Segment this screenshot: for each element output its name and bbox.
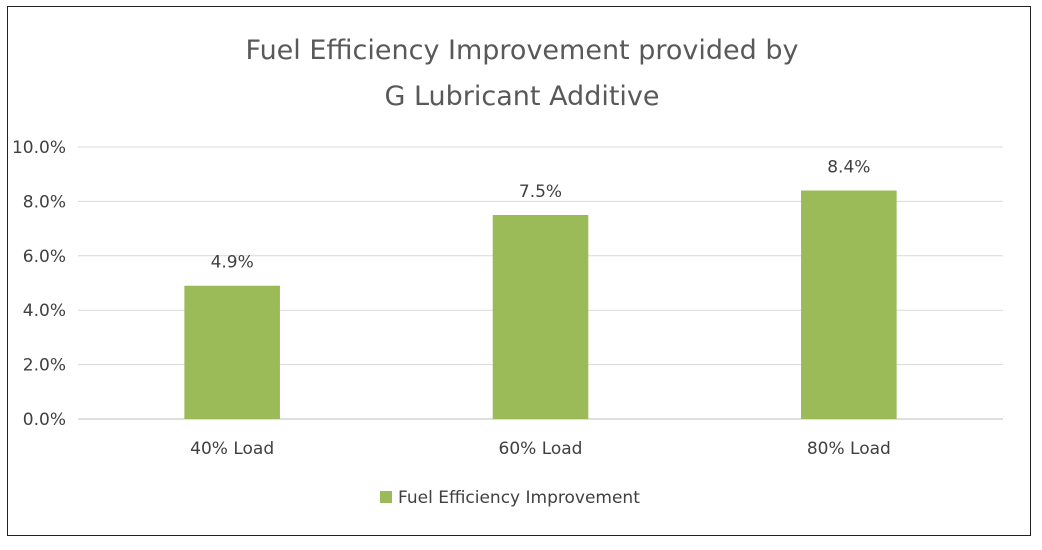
- chart-title-line-1: Fuel Efficiency Improvement provided by: [246, 35, 799, 66]
- bar: [184, 285, 280, 419]
- chart-frame: Fuel Efficiency Improvement provided by …: [7, 6, 1031, 536]
- y-tick-label: 4.0%: [23, 301, 66, 321]
- chart-svg: Fuel Efficiency Improvement provided by …: [12, 35, 1003, 508]
- bar: [492, 215, 589, 419]
- y-axis-tick-labels: 0.0% 2.0% 4.0% 6.0% 8.0% 10.0%: [12, 138, 66, 430]
- legend-swatch: [380, 491, 392, 503]
- legend: Fuel Efficiency Improvement: [380, 488, 640, 508]
- y-tick-label: 6.0%: [23, 247, 66, 267]
- chart-title: Fuel Efficiency Improvement provided by …: [246, 35, 799, 112]
- data-labels: 4.9% 7.5% 8.4%: [211, 158, 871, 273]
- y-tick-label: 10.0%: [12, 138, 66, 158]
- bar: [801, 190, 897, 419]
- data-label: 8.4%: [827, 158, 870, 178]
- x-tick-label: 60% Load: [499, 439, 583, 459]
- data-label: 4.9%: [211, 253, 254, 273]
- legend-label: Fuel Efficiency Improvement: [398, 488, 640, 508]
- y-tick-label: 0.0%: [23, 410, 66, 430]
- y-tick-label: 8.0%: [23, 192, 66, 212]
- chart-title-line-2: G Lubricant Additive: [384, 81, 659, 112]
- x-tick-label: 40% Load: [190, 439, 274, 459]
- x-axis-tick-labels: 40% Load 60% Load 80% Load: [190, 439, 891, 459]
- data-label: 7.5%: [519, 182, 562, 202]
- x-tick-label: 80% Load: [807, 439, 891, 459]
- y-tick-label: 2.0%: [23, 356, 66, 376]
- bars: [184, 190, 897, 419]
